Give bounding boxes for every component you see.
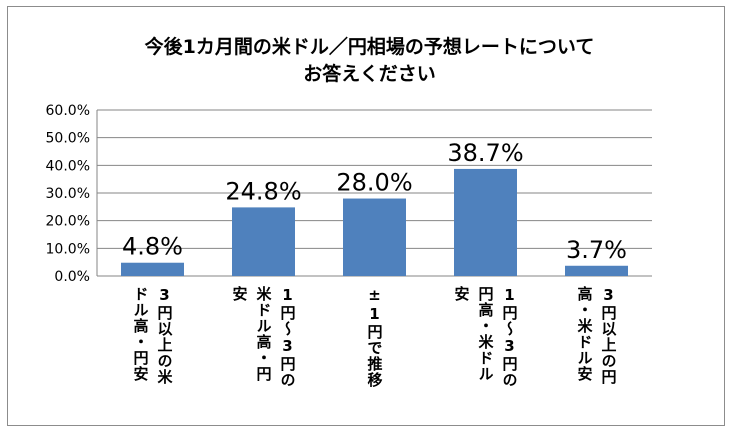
category-label-line: 3円以上の円 xyxy=(599,286,618,385)
category-label-line: 3円以上の米 xyxy=(155,286,174,385)
category-label-line: 円高・米ドル xyxy=(476,286,495,382)
category-label-line: 1円～3円の xyxy=(500,286,519,388)
y-tick-label: 60.0% xyxy=(46,103,90,119)
y-tick-label: 10.0% xyxy=(46,241,90,257)
y-tick-label: 40.0% xyxy=(46,158,90,174)
bar xyxy=(232,207,295,276)
category-label: ±1円で推移 xyxy=(335,286,415,426)
category-label-line: ±1円で推移 xyxy=(365,286,384,388)
data-label: 3.7% xyxy=(566,236,627,264)
chart-title-line-2: お答えください xyxy=(303,63,436,85)
bar xyxy=(454,168,517,276)
data-label: 38.7% xyxy=(447,139,523,167)
category-label-line: 米ドル高・円 xyxy=(254,286,273,382)
data-label: 4.8% xyxy=(122,233,183,261)
category-label: 3円以上の円 高・米ドル安 xyxy=(557,286,637,426)
category-label: 3円以上の米 ドル高・円安 xyxy=(113,286,193,426)
category-label: 1円～3円の 円高・米ドル安 xyxy=(446,286,526,426)
y-tick-label: 50.0% xyxy=(46,131,90,147)
bar xyxy=(565,265,628,276)
y-tick-label: 20.0% xyxy=(46,214,90,230)
y-tick-label: 0.0% xyxy=(54,269,90,285)
category-label-line: 1円～3円の xyxy=(278,286,297,388)
category-label: 1円～3円の 米ドル高・円安 xyxy=(224,286,304,426)
chart-title: 今後1カ月間の米ドル／円相場の予想レートについて お答えください xyxy=(0,34,739,88)
category-label-line: 高・米ドル安 xyxy=(575,286,594,382)
category-label-line: 安 xyxy=(452,286,471,302)
y-tick-label: 30.0% xyxy=(46,186,90,202)
data-label: 24.8% xyxy=(225,177,301,205)
bar xyxy=(121,262,184,276)
category-label-line: ドル高・円安 xyxy=(131,286,150,382)
data-label: 28.0% xyxy=(336,169,412,197)
category-label-line: 安 xyxy=(230,286,249,302)
chart-title-line-1: 今後1カ月間の米ドル／円相場の予想レートについて xyxy=(144,36,595,58)
bar xyxy=(343,198,406,276)
